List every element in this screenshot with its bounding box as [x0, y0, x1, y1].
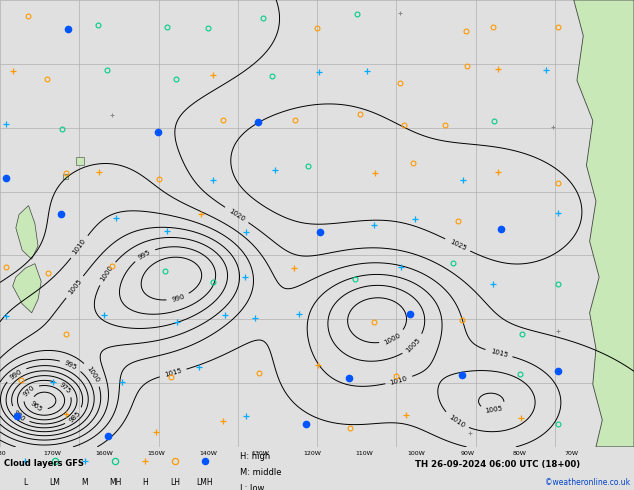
Polygon shape: [13, 264, 41, 313]
Text: LMH: LMH: [197, 478, 213, 487]
Text: 985: 985: [68, 410, 82, 424]
Text: TH 26-09-2024 06:00 UTC (18+00): TH 26-09-2024 06:00 UTC (18+00): [415, 460, 580, 469]
Text: 140W: 140W: [199, 451, 217, 456]
Text: 975: 975: [58, 381, 72, 394]
Text: L: low: L: low: [240, 484, 264, 490]
Text: 990: 990: [9, 368, 23, 380]
Text: 1005: 1005: [485, 406, 503, 415]
Text: 990: 990: [171, 293, 185, 303]
Text: 980: 980: [12, 409, 27, 422]
Polygon shape: [63, 174, 68, 179]
Text: 995: 995: [138, 248, 152, 261]
Text: 1010: 1010: [389, 375, 408, 386]
Text: 160W: 160W: [95, 451, 113, 456]
Text: LM: LM: [49, 478, 60, 487]
Text: 180: 180: [0, 451, 6, 456]
Text: 1000: 1000: [383, 332, 402, 345]
Text: 130W: 130W: [251, 451, 269, 456]
Text: 1000: 1000: [100, 264, 115, 282]
Polygon shape: [76, 157, 84, 165]
Text: 970: 970: [22, 384, 36, 398]
Text: 995: 995: [63, 360, 78, 371]
Text: 1005: 1005: [67, 278, 82, 296]
Text: LH: LH: [170, 478, 180, 487]
Text: M: middle: M: middle: [240, 467, 281, 477]
Text: 1010: 1010: [448, 414, 465, 429]
Text: 80W: 80W: [513, 451, 527, 456]
Text: 1020: 1020: [228, 207, 246, 222]
Text: 1005: 1005: [405, 337, 422, 353]
Text: 1025: 1025: [448, 238, 467, 251]
Polygon shape: [16, 206, 38, 259]
Text: H: high: H: high: [240, 452, 270, 461]
Text: MH: MH: [109, 478, 121, 487]
Text: 965: 965: [29, 400, 44, 413]
Text: L: L: [23, 478, 27, 487]
Text: 110W: 110W: [355, 451, 373, 456]
Text: M: M: [82, 478, 88, 487]
Text: H: H: [142, 478, 148, 487]
Text: Cloud layers GFS: Cloud layers GFS: [4, 459, 84, 468]
Text: 120W: 120W: [303, 451, 321, 456]
Text: ©weatheronline.co.uk: ©weatheronline.co.uk: [545, 478, 630, 487]
Text: 1010: 1010: [72, 238, 87, 256]
Text: 1015: 1015: [164, 368, 183, 378]
Text: 1000: 1000: [86, 365, 101, 383]
Text: 170W: 170W: [43, 451, 61, 456]
Text: 90W: 90W: [461, 451, 475, 456]
Polygon shape: [574, 0, 634, 447]
Text: 1015: 1015: [489, 348, 508, 358]
Text: 70W: 70W: [565, 451, 579, 456]
Text: 100W: 100W: [407, 451, 425, 456]
Text: 150W: 150W: [147, 451, 165, 456]
